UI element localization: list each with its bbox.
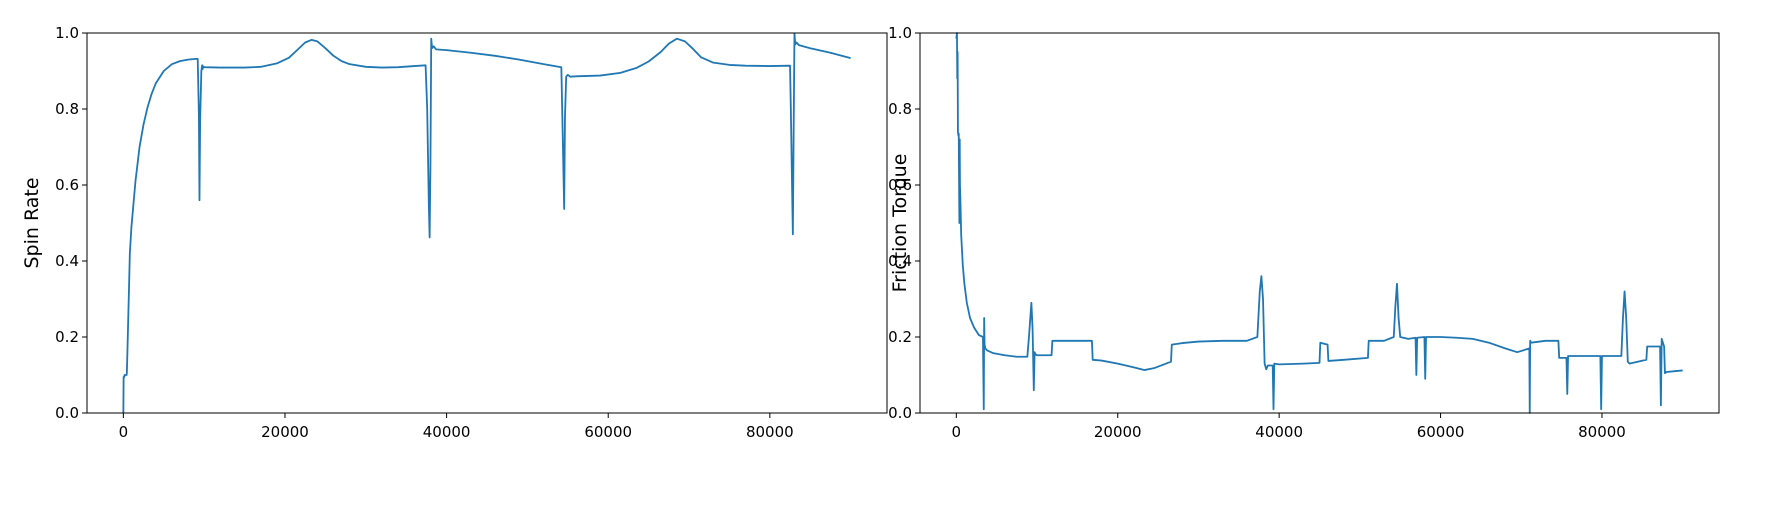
plot-frame [919,32,1720,414]
y-axis: 0.0 0.2 0.4 0.6 0.8 1.0 [888,24,920,422]
x-axis: 0 20000 40000 60000 80000 [952,413,1626,441]
y-tick-label: 0.6 [888,176,912,194]
y-tick-label: 0.2 [888,328,912,346]
y-tick-label: 0.6 [55,176,79,194]
x-tick-label: 80000 [746,423,794,441]
y-tick-label: 0.0 [55,404,79,422]
plot-area [122,32,851,414]
series-line-0 [122,32,851,414]
y-tick-label: 1.0 [888,24,912,42]
y-axis-label: Spin Rate [21,177,43,268]
x-tick-label: 80000 [1578,423,1626,441]
y-axis-label: Friction Torque [889,154,911,293]
plot-area [955,32,1683,414]
y-tick-label: 0.2 [55,328,79,346]
x-tick-label: 20000 [1094,423,1142,441]
subplot-friction-torque: 0 20000 40000 60000 80000 0.0 0.2 0.4 0.6 0.8 1.0… [888,24,1720,441]
x-tick-label: 60000 [584,423,632,441]
x-axis: 0 20000 40000 60000 80000 [119,413,794,441]
y-tick-label: 1.0 [55,24,79,42]
x-tick-label: 60000 [1417,423,1465,441]
subplot-spin-rate: 0 20000 40000 60000 80000 0.0 0.2 0.4 0.6 0.8 1.0… [21,24,888,441]
x-tick-label: 0 [119,423,129,441]
y-tick-label: 0.4 [55,252,79,270]
plot-frame [86,32,888,414]
x-tick-label: 40000 [1255,423,1303,441]
series-line-0 [955,32,1683,414]
y-tick-label: 0.8 [55,100,79,118]
y-tick-label: 0.8 [888,100,912,118]
y-axis: 0.0 0.2 0.4 0.6 0.8 1.0 [55,24,87,422]
x-tick-label: 40000 [423,423,471,441]
y-tick-label: 0.4 [888,252,912,270]
x-tick-label: 0 [952,423,962,441]
y-tick-label: 0.0 [888,404,912,422]
x-tick-label: 20000 [261,423,309,441]
